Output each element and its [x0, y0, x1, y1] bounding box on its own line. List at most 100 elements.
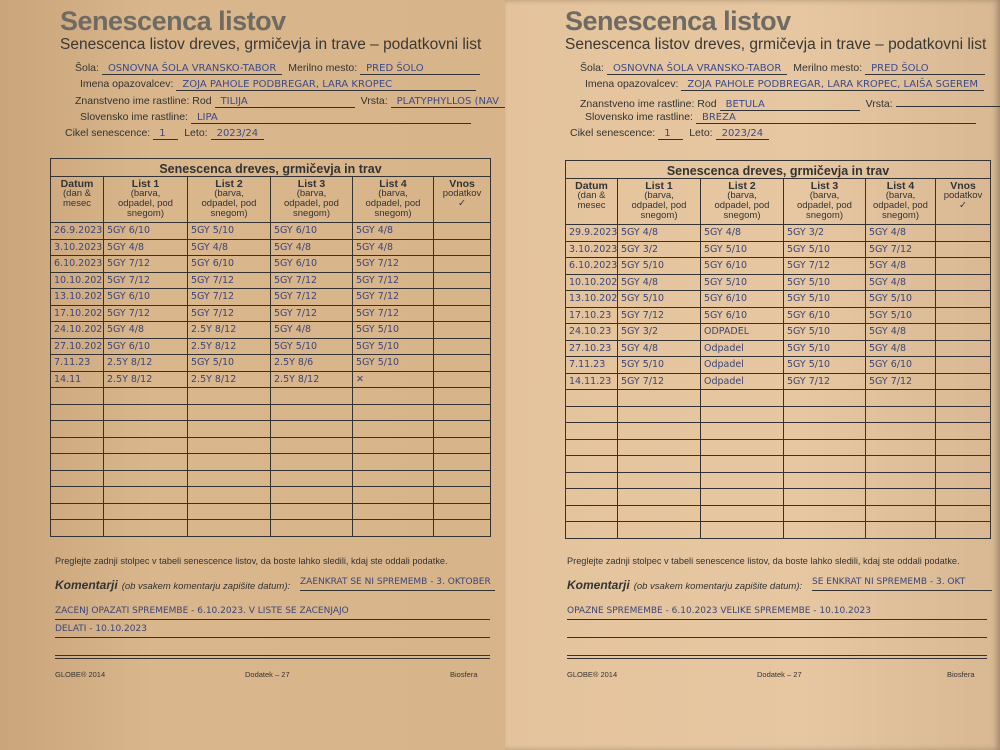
leaf-3-cell[interactable]: 5GY 6/10: [270, 255, 353, 273]
leaf-2-cell[interactable]: 5GY 5/10: [187, 354, 271, 372]
date-cell[interactable]: 27.10.2023: [50, 337, 104, 355]
submitted-cell[interactable]: [934, 504, 992, 522]
leaf-4-cell[interactable]: [352, 486, 434, 504]
leaf-2-cell[interactable]: [700, 504, 784, 522]
leaf-3-cell[interactable]: [270, 436, 353, 454]
leto-field[interactable]: 2023/24: [715, 128, 770, 140]
imena-field[interactable]: ZOJA PAHOLE PODBREGAR, LARA KROPEC, LAIŠ…: [681, 79, 984, 91]
leaf-2-cell[interactable]: 5GY 6/10: [700, 257, 784, 275]
leaf-2-cell[interactable]: [187, 519, 271, 537]
leaf-1-cell[interactable]: 5GY 4/8: [103, 321, 188, 339]
leaf-4-cell[interactable]: [865, 389, 936, 407]
date-cell[interactable]: 17.10.2023: [50, 304, 104, 322]
leaf-1-cell[interactable]: 5GY 4/8: [103, 238, 188, 256]
date-cell[interactable]: [50, 469, 104, 487]
submitted-cell[interactable]: [432, 420, 492, 438]
comment-line[interactable]: ŠE ENKRAT NI SPREMEMB - 3. OKT: [812, 577, 992, 591]
leaf-1-cell[interactable]: [617, 455, 701, 473]
leaf-4-cell[interactable]: 5GY 4/8: [352, 238, 434, 256]
date-cell[interactable]: 13.10.2023: [50, 288, 104, 306]
leaf-1-cell[interactable]: [103, 420, 188, 438]
comment-line[interactable]: OPAZNE SPREMEMBE - 6.10.2023 VELIKE SPRE…: [567, 606, 987, 620]
submitted-cell[interactable]: [432, 486, 492, 504]
leaf-3-cell[interactable]: 2.5Y 8/6: [270, 354, 353, 372]
leaf-3-cell[interactable]: 5GY 4/8: [270, 238, 353, 256]
leaf-1-cell[interactable]: 5GY 7/12: [103, 304, 188, 322]
leaf-3-cell[interactable]: [783, 438, 866, 456]
leaf-3-cell[interactable]: 5GY 6/10: [783, 306, 866, 324]
leaf-2-cell[interactable]: [700, 471, 784, 489]
leaf-3-cell[interactable]: [270, 420, 353, 438]
comment-line[interactable]: ZAENKRAT ŠE NI SPREMEMB - 3. OKTOBER: [300, 577, 495, 591]
leaf-3-cell[interactable]: 5GY 5/10: [783, 356, 866, 374]
leaf-1-cell[interactable]: [617, 471, 701, 489]
leaf-2-cell[interactable]: 5GY 5/10: [700, 273, 784, 291]
vrsta-field[interactable]: PLATYPHYLLOS (NAV: [390, 96, 541, 108]
leaf-2-cell[interactable]: [700, 405, 784, 423]
submitted-cell[interactable]: [934, 471, 992, 489]
leaf-4-cell[interactable]: 5GY 7/12: [352, 271, 434, 289]
leaf-2-cell[interactable]: Odpadel: [700, 356, 784, 374]
leaf-2-cell[interactable]: 5GY 4/8: [187, 238, 271, 256]
leaf-2-cell[interactable]: 5GY 7/12: [187, 304, 271, 322]
leaf-2-cell[interactable]: [187, 387, 271, 405]
leaf-2-cell[interactable]: [187, 420, 271, 438]
leaf-3-cell[interactable]: [270, 469, 353, 487]
leaf-1-cell[interactable]: 5GY 5/10: [617, 257, 701, 275]
leaf-1-cell[interactable]: [617, 405, 701, 423]
leaf-3-cell[interactable]: [270, 387, 353, 405]
submitted-cell[interactable]: [432, 387, 492, 405]
leaf-3-cell[interactable]: [783, 504, 866, 522]
leaf-2-cell[interactable]: [700, 422, 784, 440]
date-cell[interactable]: 3.10.2023: [50, 238, 104, 256]
leaf-4-cell[interactable]: 5GY 7/12: [865, 240, 936, 258]
leaf-4-cell[interactable]: [352, 403, 434, 421]
imena-field[interactable]: ZOJA PAHOLE PODBREGAR, LARA KROPEC: [176, 79, 477, 91]
date-cell[interactable]: [50, 403, 104, 421]
leaf-3-cell[interactable]: 5GY 5/10: [783, 323, 866, 341]
leaf-1-cell[interactable]: [617, 488, 701, 506]
leaf-4-cell[interactable]: [865, 455, 936, 473]
leaf-2-cell[interactable]: Odpadel: [700, 372, 784, 390]
leaf-3-cell[interactable]: [270, 519, 353, 537]
date-cell[interactable]: [50, 436, 104, 454]
date-cell[interactable]: 3.10.2023: [565, 240, 618, 258]
leaf-4-cell[interactable]: [352, 469, 434, 487]
submitted-cell[interactable]: [432, 238, 492, 256]
leaf-3-cell[interactable]: 5GY 5/10: [783, 273, 866, 291]
leaf-2-cell[interactable]: [700, 389, 784, 407]
submitted-cell[interactable]: [432, 469, 492, 487]
leaf-1-cell[interactable]: 5GY 7/12: [617, 306, 701, 324]
leaf-3-cell[interactable]: [783, 389, 866, 407]
date-cell[interactable]: [565, 438, 618, 456]
leaf-4-cell[interactable]: 5GY 5/10: [865, 306, 936, 324]
date-cell[interactable]: 17.10.23: [565, 306, 618, 324]
leaf-2-cell[interactable]: 5GY 4/8: [700, 224, 784, 242]
leaf-1-cell[interactable]: [617, 504, 701, 522]
leaf-1-cell[interactable]: [103, 387, 188, 405]
leaf-4-cell[interactable]: [865, 521, 936, 539]
date-cell[interactable]: 14.11: [50, 370, 104, 388]
leaf-2-cell[interactable]: [187, 403, 271, 421]
leaf-2-cell[interactable]: [187, 502, 271, 520]
submitted-cell[interactable]: [432, 453, 492, 471]
leaf-4-cell[interactable]: 5GY 4/8: [865, 257, 936, 275]
leaf-1-cell[interactable]: 5GY 6/10: [103, 222, 188, 240]
submitted-cell[interactable]: [934, 306, 992, 324]
submitted-cell[interactable]: [934, 488, 992, 506]
rod-field[interactable]: TILIJA: [214, 96, 355, 108]
leaf-1-cell[interactable]: 5GY 7/12: [103, 271, 188, 289]
submitted-cell[interactable]: [934, 224, 992, 242]
leaf-1-cell[interactable]: [103, 486, 188, 504]
leaf-2-cell[interactable]: 5GY 5/10: [187, 222, 271, 240]
leaf-4-cell[interactable]: 5GY 7/12: [352, 288, 434, 306]
leaf-4-cell[interactable]: [865, 438, 936, 456]
date-cell[interactable]: [565, 422, 618, 440]
leaf-4-cell[interactable]: 5GY 5/10: [352, 337, 434, 355]
leaf-2-cell[interactable]: [700, 455, 784, 473]
leaf-2-cell[interactable]: ODPADEL: [700, 323, 784, 341]
date-cell[interactable]: 13.10.2023: [565, 290, 618, 308]
leaf-1-cell[interactable]: [103, 453, 188, 471]
comment-line[interactable]: [567, 624, 987, 638]
leaf-1-cell[interactable]: [103, 469, 188, 487]
